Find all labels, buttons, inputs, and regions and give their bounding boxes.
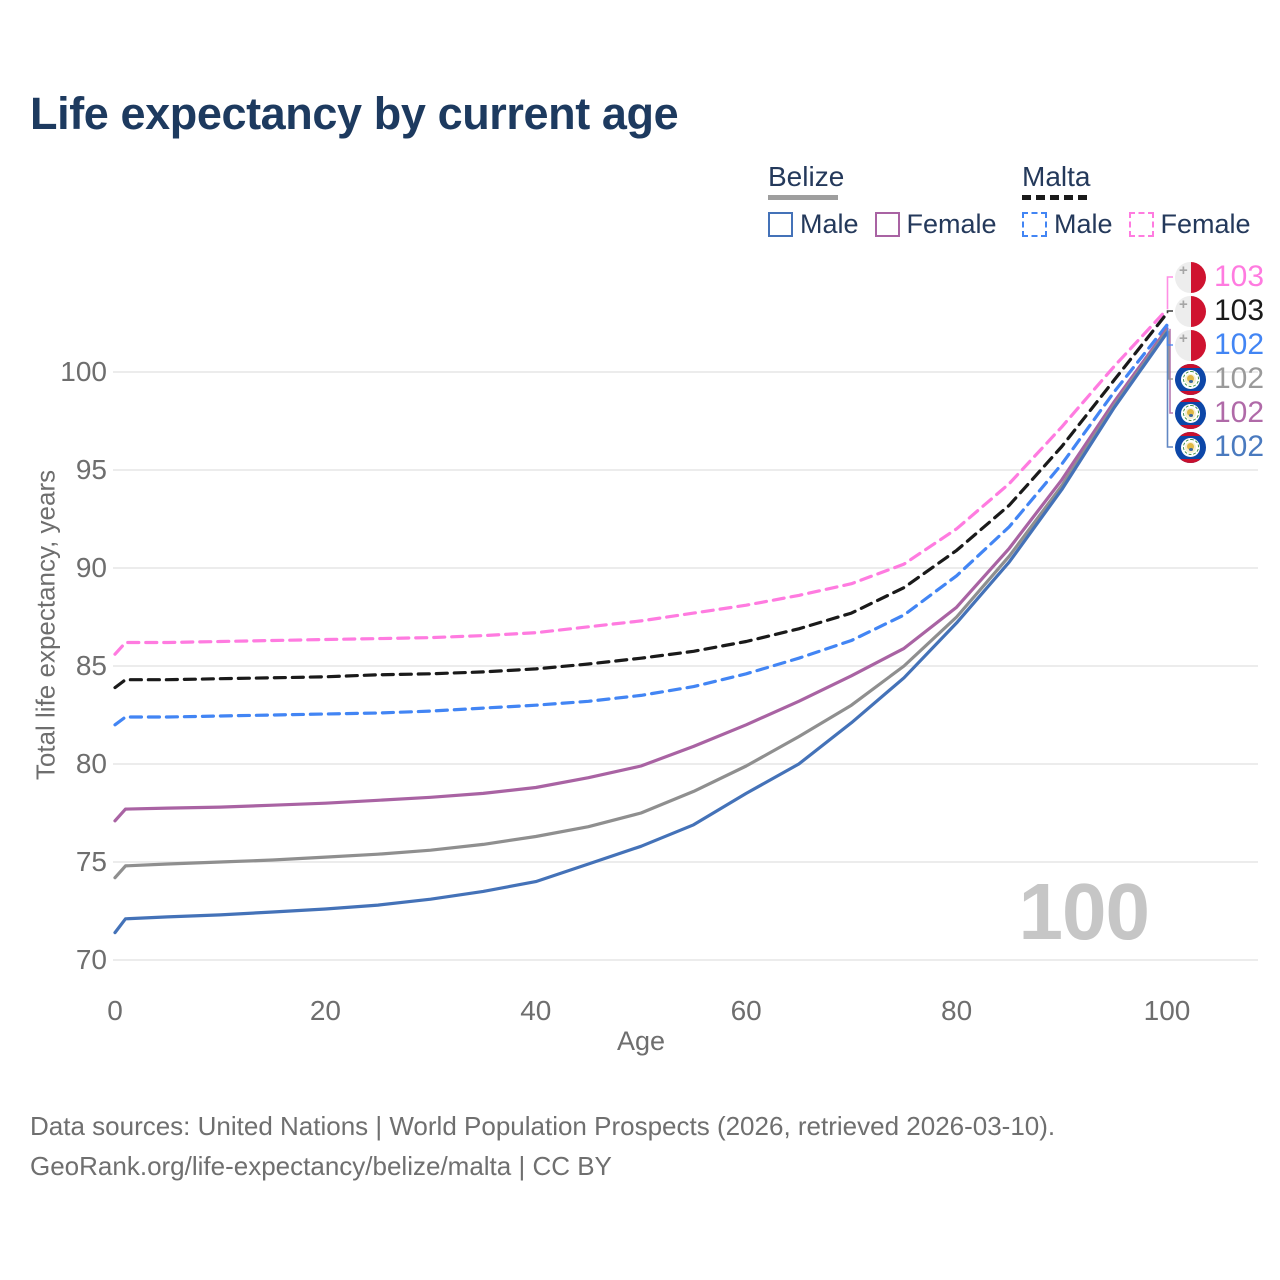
x-tick-label: 80	[941, 995, 973, 1026]
end-label-connector	[1166, 332, 1173, 448]
legend-label-malta-male: Male	[1054, 209, 1113, 239]
legend-swatch-malta-female	[1128, 212, 1154, 237]
malta-flag-icon: +	[1175, 261, 1206, 293]
legend-label-malta-female: Female	[1160, 209, 1251, 239]
x-axis-title: Age	[616, 1026, 666, 1056]
belize-flag-icon	[1175, 363, 1206, 395]
x-tick-label: 20	[309, 995, 341, 1026]
legend-group-malta: Malta Male Female	[1022, 162, 1251, 240]
legend-country-malta[interactable]: Malta	[1022, 161, 1091, 192]
legend-item-malta-male[interactable]: Male	[1022, 209, 1113, 240]
x-tick-label: 100	[1143, 995, 1191, 1026]
legend-item-belize-female[interactable]: Female	[874, 209, 997, 240]
legend-item-belize-male[interactable]: Male	[768, 209, 859, 240]
legend-swatch-belize-female	[874, 212, 900, 237]
y-tick-label: 100	[60, 356, 107, 387]
y-tick-label: 90	[75, 552, 107, 583]
legend-swatch-belize-total-line	[768, 195, 838, 200]
belize-flag-icon	[1175, 431, 1206, 463]
y-tick-label: 75	[75, 846, 107, 877]
end-value: 103	[1214, 294, 1265, 327]
legend-swatch-belize-male	[768, 212, 793, 237]
y-tick-label: 95	[75, 454, 107, 485]
end-label-connector	[1166, 325, 1173, 346]
page-title: Life expectancy by current age	[30, 88, 679, 139]
source-line-2: GeoRank.org/life-expectancy/belize/malta…	[30, 1151, 612, 1181]
malta-flag-icon: +	[1175, 295, 1206, 327]
y-tick-label: 85	[75, 650, 107, 681]
end-value: 102	[1214, 430, 1265, 463]
series-line-malta-male[interactable]	[113, 323, 1169, 727]
belize-flag-icon	[1175, 397, 1206, 429]
y-tick-label: 80	[75, 748, 107, 779]
end-value: 103	[1214, 260, 1265, 293]
end-label-malta-total[interactable]: + 103	[1175, 295, 1264, 327]
source-note: Data sources: United Nations | World Pop…	[30, 1106, 1055, 1186]
end-value: 102	[1214, 328, 1265, 361]
source-line-1: Data sources: United Nations | World Pop…	[30, 1111, 1056, 1141]
series-line-belize-male[interactable]	[113, 331, 1169, 935]
legend-group-belize: Belize Male Female	[768, 162, 997, 240]
y-tick-label: 70	[75, 944, 107, 975]
legend-item-malta-female[interactable]: Female	[1128, 209, 1251, 240]
legend-label-belize-female: Female	[906, 209, 997, 239]
series-line-belize-female[interactable]	[113, 327, 1169, 823]
end-label-connector	[1166, 276, 1173, 310]
end-label-malta-male[interactable]: + 102	[1175, 329, 1264, 361]
series-line-malta-female[interactable]	[113, 307, 1169, 656]
x-tick-label: 0	[107, 995, 123, 1026]
end-label-connector	[1168, 330, 1173, 380]
malta-flag-icon: +	[1175, 329, 1206, 361]
end-value: 102	[1214, 396, 1265, 429]
series-line-malta[interactable]	[113, 311, 1169, 690]
series-line-belize[interactable]	[113, 329, 1169, 880]
legend-swatch-malta-male	[1022, 212, 1047, 237]
end-label-belize-female[interactable]: 102	[1175, 397, 1264, 429]
x-tick-label: 40	[520, 995, 552, 1026]
end-label-belize-total[interactable]: 102	[1175, 363, 1264, 395]
end-label-connector	[1166, 310, 1173, 314]
end-label-belize-male[interactable]: 102	[1175, 431, 1264, 463]
end-label-connector	[1169, 328, 1173, 414]
legend-swatch-malta-total-line	[1022, 195, 1092, 200]
age-counter-watermark: 100	[1018, 867, 1150, 956]
end-value: 102	[1214, 362, 1265, 395]
legend-country-belize[interactable]: Belize	[768, 161, 845, 192]
x-tick-label: 60	[730, 995, 762, 1026]
legend-label-belize-male: Male	[800, 209, 859, 239]
end-label-malta-female[interactable]: + 103	[1175, 261, 1264, 293]
